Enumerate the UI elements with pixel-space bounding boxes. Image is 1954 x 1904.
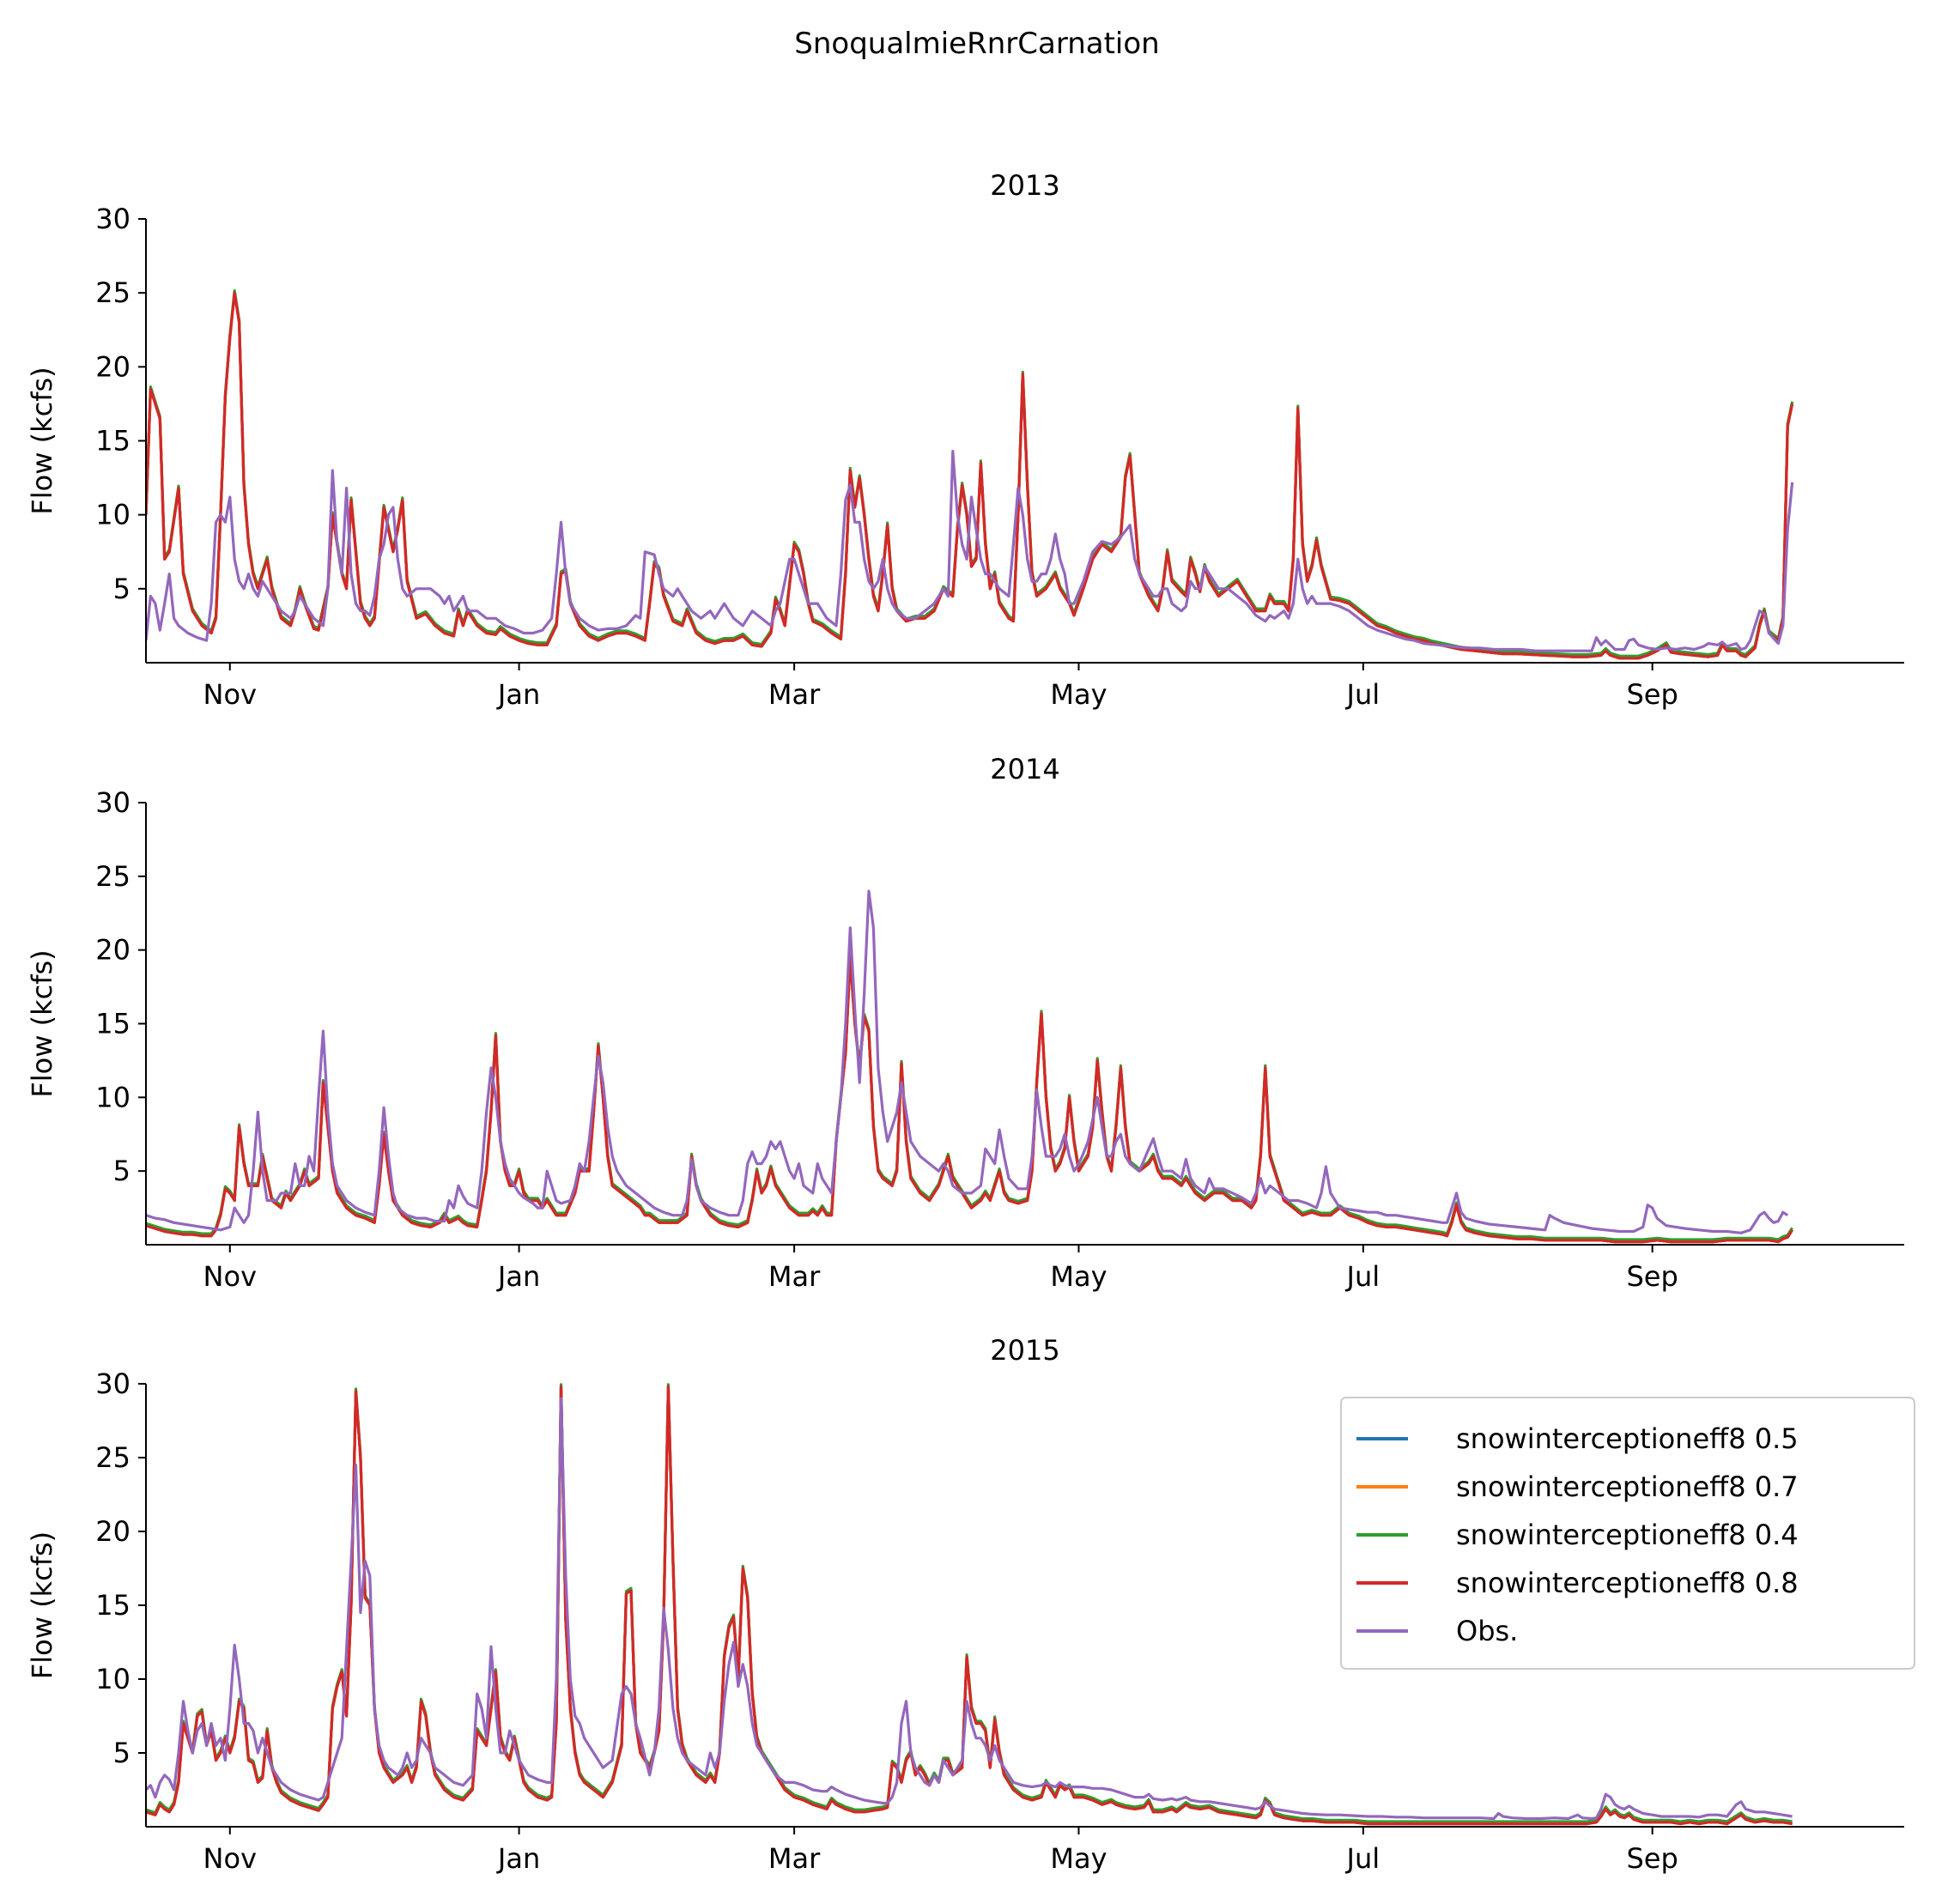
series-line-snowinterceptioneff8-0-5 [146, 291, 1794, 660]
x-tick-label: Jul [1345, 678, 1381, 711]
legend-label: snowinterceptioneff8 0.5 [1456, 1422, 1799, 1455]
x-tick-label: May [1050, 1260, 1107, 1293]
figure-suptitle: SnoqualmieRnrCarnation [794, 27, 1159, 61]
legend-label: snowinterceptioneff8 0.4 [1456, 1519, 1799, 1551]
x-tick-label: Nov [203, 1260, 257, 1293]
series-line-snowinterceptioneff8-0-7 [146, 291, 1794, 660]
y-axis-label: Flow (kcfs) [26, 949, 58, 1097]
panel-2: 2015 Flow (kcfs) 5 10 15 20 25 30 Nov Jan Mar May Ju… [26, 1334, 1904, 1875]
legend-item: snowinterceptioneff8 0.7 [1356, 1470, 1799, 1503]
y-tick-label: 25 [95, 1441, 130, 1474]
y-tick-label: 25 [95, 860, 130, 893]
series-line-obs [146, 889, 1789, 1234]
panel-title: 2013 [990, 169, 1059, 202]
panel-0: 2013 Flow (kcfs) 5 10 15 20 25 30 Nov Jan Mar May Ju… [26, 169, 1904, 711]
x-tick-label: Jan [496, 1260, 540, 1293]
y-tick-label: 20 [95, 1515, 130, 1548]
x-tick-label: Sep [1626, 1842, 1678, 1875]
y-tick-label: 10 [95, 1081, 130, 1113]
x-tick-label: May [1050, 678, 1107, 711]
y-tick-label: 15 [95, 1589, 130, 1622]
panel-1: 2014 Flow (kcfs) 5 10 15 20 25 30 Nov Jan Mar May Ju… [26, 753, 1904, 1293]
x-tick-label: Sep [1626, 1260, 1678, 1293]
legend-item: snowinterceptioneff8 0.8 [1356, 1567, 1799, 1599]
y-tick-label: 15 [95, 1008, 130, 1040]
y-tick-label: 15 [95, 425, 130, 458]
legend-item: snowinterceptioneff8 0.4 [1356, 1519, 1799, 1551]
x-tick-label: Mar [768, 678, 821, 711]
y-tick-label: 5 [113, 1737, 130, 1769]
legend-label: Obs. [1456, 1615, 1518, 1647]
series-line-obs [146, 1397, 1793, 1821]
y-tick-label: 30 [95, 1367, 130, 1400]
x-tick-label: Jul [1345, 1260, 1381, 1293]
x-tick-label: Nov [203, 678, 257, 711]
legend-label: snowinterceptioneff8 0.8 [1456, 1567, 1799, 1599]
legend-item: snowinterceptioneff8 0.5 [1356, 1422, 1799, 1455]
y-tick-label: 30 [95, 786, 130, 819]
series-lines [146, 289, 1794, 660]
legend-item: Obs. [1356, 1615, 1518, 1647]
y-tick-label: 20 [95, 934, 130, 967]
series-lines [146, 889, 1793, 1244]
y-tick-label: 10 [95, 1663, 130, 1695]
x-tick-label: Jul [1345, 1842, 1381, 1875]
x-tick-label: May [1050, 1842, 1107, 1875]
y-tick-label: 10 [95, 499, 130, 531]
series-line-snowinterceptioneff8-0-8 [146, 291, 1794, 660]
x-tick-label: Sep [1626, 678, 1678, 711]
series-line-snowinterceptioneff8-0-8 [146, 1385, 1793, 1826]
panel-title: 2015 [990, 1334, 1059, 1367]
legend-box [1340, 1397, 1915, 1670]
x-tick-label: Mar [768, 1260, 821, 1293]
y-axis-label: Flow (kcfs) [26, 1531, 58, 1679]
x-tick-label: Jan [496, 1842, 540, 1875]
y-tick-label: 5 [113, 1155, 130, 1187]
y-tick-label: 30 [95, 203, 130, 235]
y-axis-label: Flow (kcfs) [26, 367, 58, 514]
panel-title: 2014 [990, 753, 1059, 785]
series-line-snowinterceptioneff8-0-4 [146, 289, 1794, 658]
y-tick-label: 5 [113, 573, 130, 605]
y-tick-label: 20 [95, 350, 130, 383]
panels: 2013 Flow (kcfs) 5 10 15 20 25 30 Nov Jan Mar May Ju… [26, 169, 1904, 1875]
x-tick-label: Jan [496, 678, 540, 711]
x-tick-label: Nov [203, 1842, 257, 1875]
y-tick-label: 25 [95, 276, 130, 309]
legend: snowinterceptioneff8 0.5 snowinterception… [1340, 1397, 1915, 1670]
series-lines [146, 1383, 1793, 1826]
x-tick-label: Mar [768, 1842, 821, 1875]
legend-label: snowinterceptioneff8 0.7 [1456, 1470, 1799, 1503]
series-line-obs [146, 450, 1794, 652]
series-line-snowinterceptioneff8-0-8 [146, 955, 1793, 1244]
